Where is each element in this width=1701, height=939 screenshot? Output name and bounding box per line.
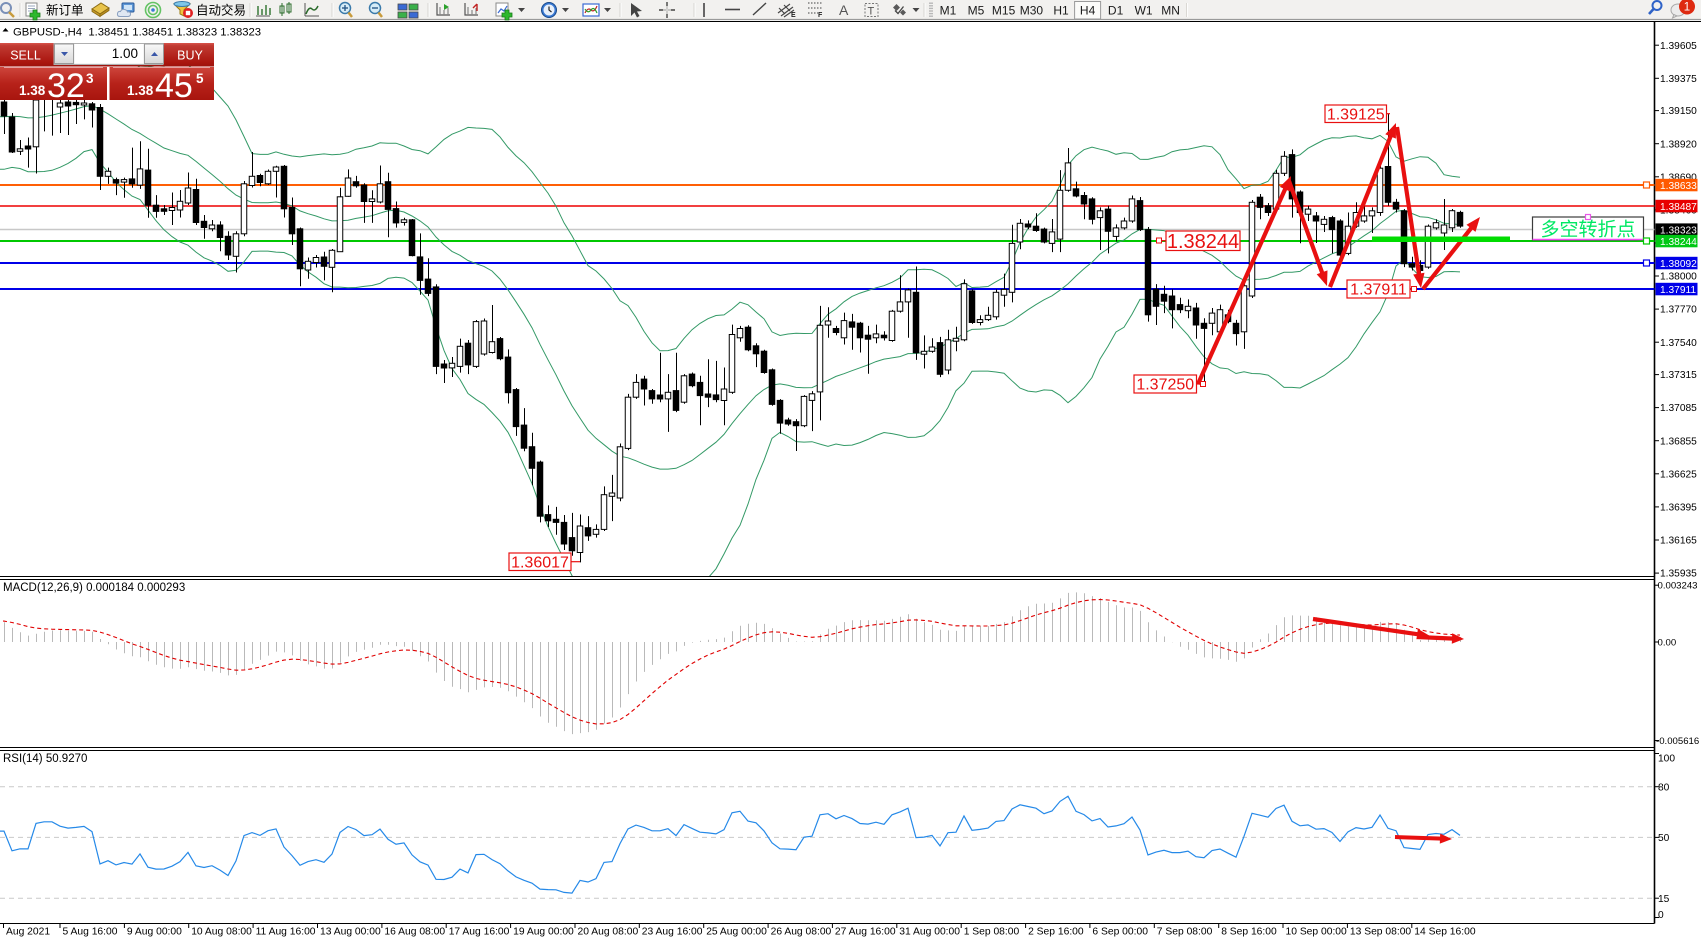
svg-text:Aug 2021: Aug 2021 xyxy=(6,927,50,938)
svg-text:1.38: 1.38 xyxy=(127,83,154,98)
svg-text:1.37540: 1.37540 xyxy=(1660,338,1697,349)
svg-text:1.39375: 1.39375 xyxy=(1660,74,1697,85)
svg-text:GBPUSD-,H4 1.38451 1.38451 1.: GBPUSD-,H4 1.38451 1.38451 1.38323 1.383… xyxy=(13,27,261,39)
svg-text:1.38487: 1.38487 xyxy=(1660,202,1697,213)
svg-text:20 Aug 08:00: 20 Aug 08:00 xyxy=(578,927,639,938)
svg-text:F: F xyxy=(818,12,823,19)
svg-text:5: 5 xyxy=(196,71,204,86)
svg-text:5 Aug 16:00: 5 Aug 16:00 xyxy=(63,927,118,938)
svg-text:1.37315: 1.37315 xyxy=(1660,370,1697,381)
svg-text:1.37911: 1.37911 xyxy=(1660,285,1696,296)
svg-text:13 Sep 08:00: 13 Sep 08:00 xyxy=(1350,927,1412,938)
svg-text:1.36017: 1.36017 xyxy=(511,554,569,571)
svg-text:-0.005616: -0.005616 xyxy=(1656,736,1699,747)
svg-text:6 Sep 00:00: 6 Sep 00:00 xyxy=(1092,927,1148,938)
svg-text:19 Aug 00:00: 19 Aug 00:00 xyxy=(513,927,574,938)
svg-text:1.38920: 1.38920 xyxy=(1660,139,1697,150)
svg-text:M1: M1 xyxy=(940,4,957,18)
svg-text:80: 80 xyxy=(1658,782,1670,793)
svg-text:100: 100 xyxy=(1658,753,1675,764)
svg-text:A: A xyxy=(839,2,849,18)
svg-text:50: 50 xyxy=(1658,833,1670,844)
svg-text:31 Aug 00:00: 31 Aug 00:00 xyxy=(899,927,960,938)
svg-text:1.36625: 1.36625 xyxy=(1660,469,1697,480)
svg-text:16 Aug 08:00: 16 Aug 08:00 xyxy=(384,927,445,938)
svg-text:M5: M5 xyxy=(968,4,985,18)
svg-text:10 Sep 00:00: 10 Sep 00:00 xyxy=(1286,927,1348,938)
svg-text:E: E xyxy=(791,12,796,19)
svg-text:自动交易: 自动交易 xyxy=(196,3,246,18)
svg-text:32: 32 xyxy=(47,67,85,105)
svg-text:1.38: 1.38 xyxy=(19,83,46,98)
svg-text:8 Sep 16:00: 8 Sep 16:00 xyxy=(1221,927,1277,938)
svg-text:1.38690: 1.38690 xyxy=(1660,172,1697,183)
svg-text:15: 15 xyxy=(1658,894,1670,905)
svg-text:0.00: 0.00 xyxy=(1658,638,1677,649)
svg-text:0.003243: 0.003243 xyxy=(1658,581,1698,592)
svg-text:MN: MN xyxy=(1161,4,1180,18)
svg-text:BUY: BUY xyxy=(177,49,203,63)
svg-text:17 Aug 16:00: 17 Aug 16:00 xyxy=(449,927,510,938)
svg-text:9 Aug 00:00: 9 Aug 00:00 xyxy=(127,927,182,938)
svg-text:3: 3 xyxy=(86,71,94,86)
svg-text:1.39125: 1.39125 xyxy=(1327,106,1385,123)
svg-text:H4: H4 xyxy=(1080,4,1096,18)
svg-text:1.39150: 1.39150 xyxy=(1660,106,1697,117)
svg-text:RSI(14) 50.9270: RSI(14) 50.9270 xyxy=(3,753,87,765)
svg-text:H1: H1 xyxy=(1053,4,1069,18)
svg-text:T: T xyxy=(868,6,875,18)
svg-text:新订单: 新订单 xyxy=(46,3,84,18)
svg-text:1 Sep 08:00: 1 Sep 08:00 xyxy=(964,927,1020,938)
svg-text:10 Aug 08:00: 10 Aug 08:00 xyxy=(191,927,252,938)
svg-text:1.36395: 1.36395 xyxy=(1660,503,1697,514)
svg-text:0: 0 xyxy=(1658,910,1664,921)
svg-text:26 Aug 08:00: 26 Aug 08:00 xyxy=(771,927,832,938)
svg-text:1.00: 1.00 xyxy=(112,46,138,61)
svg-text:M30: M30 xyxy=(1020,4,1044,18)
svg-text:1.38000: 1.38000 xyxy=(1660,272,1697,283)
svg-text:7 Sep 08:00: 7 Sep 08:00 xyxy=(1157,927,1213,938)
svg-text:13 Aug 00:00: 13 Aug 00:00 xyxy=(320,927,381,938)
svg-text:1.37911: 1.37911 xyxy=(1350,282,1407,299)
svg-text:14 Sep 16:00: 14 Sep 16:00 xyxy=(1414,927,1476,938)
svg-text:11 Aug 16:00: 11 Aug 16:00 xyxy=(256,927,316,938)
svg-text:1.36165: 1.36165 xyxy=(1660,536,1697,547)
svg-text:1.38244: 1.38244 xyxy=(1167,231,1239,253)
svg-text:1.39605: 1.39605 xyxy=(1660,41,1697,52)
svg-text:多空转折点: 多空转折点 xyxy=(1540,219,1635,241)
svg-text:1.38092: 1.38092 xyxy=(1660,259,1697,270)
svg-text:D1: D1 xyxy=(1108,4,1124,18)
svg-text:SELL: SELL xyxy=(10,49,41,63)
svg-text:1.38323: 1.38323 xyxy=(1660,225,1697,236)
svg-text:1: 1 xyxy=(1684,2,1690,14)
svg-text:1.36855: 1.36855 xyxy=(1660,436,1697,447)
svg-text:M15: M15 xyxy=(992,4,1016,18)
svg-text:1.38244: 1.38244 xyxy=(1660,237,1697,248)
svg-text:W1: W1 xyxy=(1135,4,1153,18)
svg-text:23 Aug 16:00: 23 Aug 16:00 xyxy=(642,927,703,938)
svg-text:25 Aug 00:00: 25 Aug 00:00 xyxy=(706,927,767,938)
svg-text:1.38633: 1.38633 xyxy=(1660,181,1697,192)
svg-text:27 Aug 16:00: 27 Aug 16:00 xyxy=(835,927,896,938)
svg-text:MACD(12,26,9) 0.000184 0.00029: MACD(12,26,9) 0.000184 0.000293 xyxy=(3,582,185,594)
svg-text:1.37085: 1.37085 xyxy=(1660,403,1697,414)
svg-text:45: 45 xyxy=(155,67,193,105)
svg-text:1.37770: 1.37770 xyxy=(1660,305,1697,316)
svg-text:1.35935: 1.35935 xyxy=(1660,569,1697,580)
svg-text:1.37250: 1.37250 xyxy=(1136,377,1194,394)
svg-text:2 Sep 16:00: 2 Sep 16:00 xyxy=(1028,927,1084,938)
